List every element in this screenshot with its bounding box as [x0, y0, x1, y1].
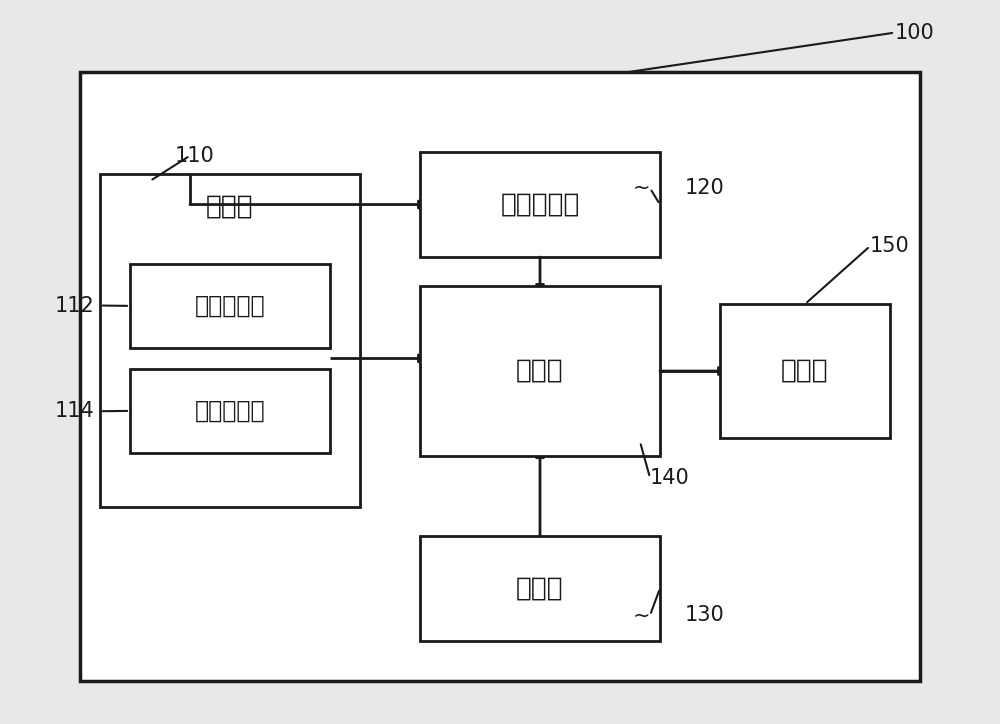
Bar	[720, 304, 890, 438]
Text: ~: ~	[633, 605, 650, 626]
Text: 120: 120	[685, 178, 725, 198]
Text: 112: 112	[55, 295, 95, 316]
Text: 测量部: 测量部	[206, 193, 254, 219]
Text: 运算部: 运算部	[516, 358, 564, 384]
Text: ~: ~	[633, 178, 650, 198]
Text: 输出部: 输出部	[781, 358, 829, 384]
Text: 140: 140	[650, 468, 690, 488]
Bar	[420, 286, 660, 456]
Text: 130: 130	[685, 605, 725, 626]
Text: 100: 100	[895, 22, 935, 43]
Bar	[130, 369, 330, 452]
Text: 114: 114	[55, 401, 95, 421]
Text: 角度传感器: 角度传感器	[195, 294, 265, 318]
Text: 150: 150	[870, 236, 910, 256]
Text: 输入部: 输入部	[516, 576, 564, 601]
Bar	[100, 174, 360, 507]
Text: 压力传感器: 压力传感器	[195, 399, 265, 423]
Bar	[420, 536, 660, 641]
Bar	[80, 72, 920, 681]
Bar	[130, 264, 330, 348]
Text: 110: 110	[175, 146, 215, 166]
Text: 系数算出部: 系数算出部	[500, 192, 580, 217]
Bar	[420, 152, 660, 257]
